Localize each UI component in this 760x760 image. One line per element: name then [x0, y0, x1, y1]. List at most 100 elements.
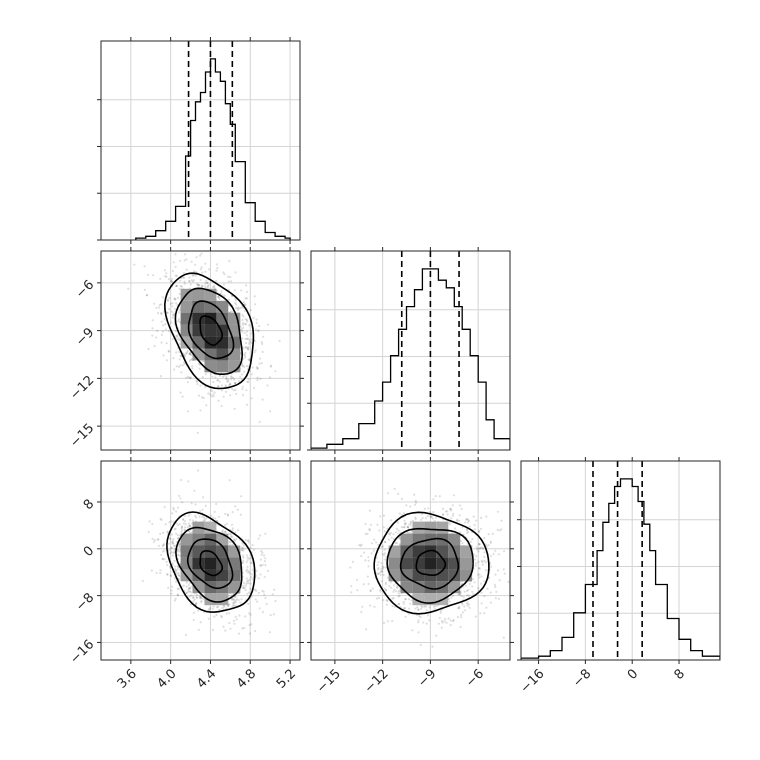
sample-point [169, 552, 172, 555]
density-cell [204, 336, 217, 349]
sample-point [268, 376, 271, 379]
sample-point [457, 593, 460, 596]
sample-point [261, 350, 264, 354]
contour-level-2 [186, 538, 234, 590]
sample-point [414, 499, 417, 502]
sample-point [211, 390, 214, 393]
sample-point [178, 523, 181, 526]
sample-point [246, 565, 249, 569]
sample-point [233, 604, 236, 607]
sample-point [459, 531, 462, 534]
sample-point [420, 518, 423, 522]
sample-point [386, 620, 389, 623]
sample-point [245, 365, 248, 368]
sample-point [241, 547, 244, 550]
sample-point [224, 384, 227, 387]
sample-point [483, 595, 486, 598]
density-cell [388, 557, 401, 570]
sample-point [235, 392, 238, 395]
density-cell [424, 521, 437, 534]
sample-point [189, 586, 192, 590]
sample-point [170, 550, 173, 554]
sample-point [392, 533, 395, 536]
sample-point [178, 545, 181, 548]
sample-point [215, 269, 218, 272]
sample-point [433, 608, 436, 611]
sample-point [449, 523, 452, 526]
sample-point [244, 345, 247, 348]
sample-point [173, 599, 176, 602]
sample-point [395, 585, 398, 589]
sample-point [480, 546, 483, 549]
sample-point [245, 318, 248, 322]
sample-point [234, 595, 237, 598]
sample-point [239, 601, 242, 604]
sample-point [481, 561, 484, 564]
sample-point [223, 294, 226, 297]
contour-level-3 [175, 526, 243, 603]
sample-point [274, 370, 277, 373]
sample-point [228, 382, 232, 385]
sample-point [170, 279, 173, 282]
sample-point [245, 346, 248, 349]
sample-point [242, 549, 245, 552]
sample-point [225, 385, 228, 388]
sample-point [250, 573, 253, 576]
sample-point [389, 581, 393, 584]
sample-point [253, 386, 256, 389]
sample-point [203, 518, 206, 521]
sample-point [384, 540, 387, 544]
density-cell [204, 348, 217, 361]
sample-point [376, 523, 379, 526]
sample-point [176, 553, 179, 557]
sample-point [185, 258, 188, 261]
sample-point [188, 359, 191, 362]
density-cell [424, 545, 437, 558]
sample-point [377, 568, 380, 571]
sample-point [251, 544, 254, 547]
sample-point [448, 600, 451, 603]
sample-point [245, 582, 248, 585]
sample-point [167, 278, 170, 281]
sample-point [162, 354, 165, 357]
sample-point [242, 544, 245, 547]
sample-point [234, 531, 237, 534]
sample-point [465, 594, 469, 597]
sample-point [489, 601, 492, 604]
sample-point [166, 298, 170, 301]
sample-point [406, 525, 409, 529]
sample-point [174, 527, 177, 530]
sample-point [155, 306, 158, 309]
sample-point [474, 615, 477, 618]
density-cell [448, 569, 461, 582]
sample-point [230, 375, 233, 378]
sample-point [186, 375, 190, 379]
sample-point [180, 526, 183, 529]
sample-point [258, 324, 261, 328]
sample-point [160, 333, 163, 336]
sample-point [176, 568, 179, 571]
sample-point [234, 388, 237, 391]
sample-point [351, 560, 354, 564]
sample-point [238, 307, 241, 310]
sample-point [248, 572, 251, 575]
sample-point [407, 598, 411, 601]
sample-point [242, 559, 245, 562]
sample-point [385, 599, 388, 602]
sample-point [446, 513, 449, 516]
sample-point [173, 297, 176, 300]
sample-point [173, 298, 177, 301]
sample-point [445, 621, 448, 624]
sample-point [490, 565, 493, 568]
sample-point [417, 631, 420, 634]
sample-point [171, 316, 174, 319]
sample-point [179, 354, 182, 357]
sample-point [261, 551, 264, 554]
sample-point [260, 549, 263, 553]
sample-point [227, 603, 230, 606]
sample-point [165, 275, 168, 278]
sample-point [153, 302, 156, 305]
panel-frame-2-0 [100, 460, 301, 661]
density-cell [400, 545, 413, 558]
sample-point [381, 567, 384, 570]
